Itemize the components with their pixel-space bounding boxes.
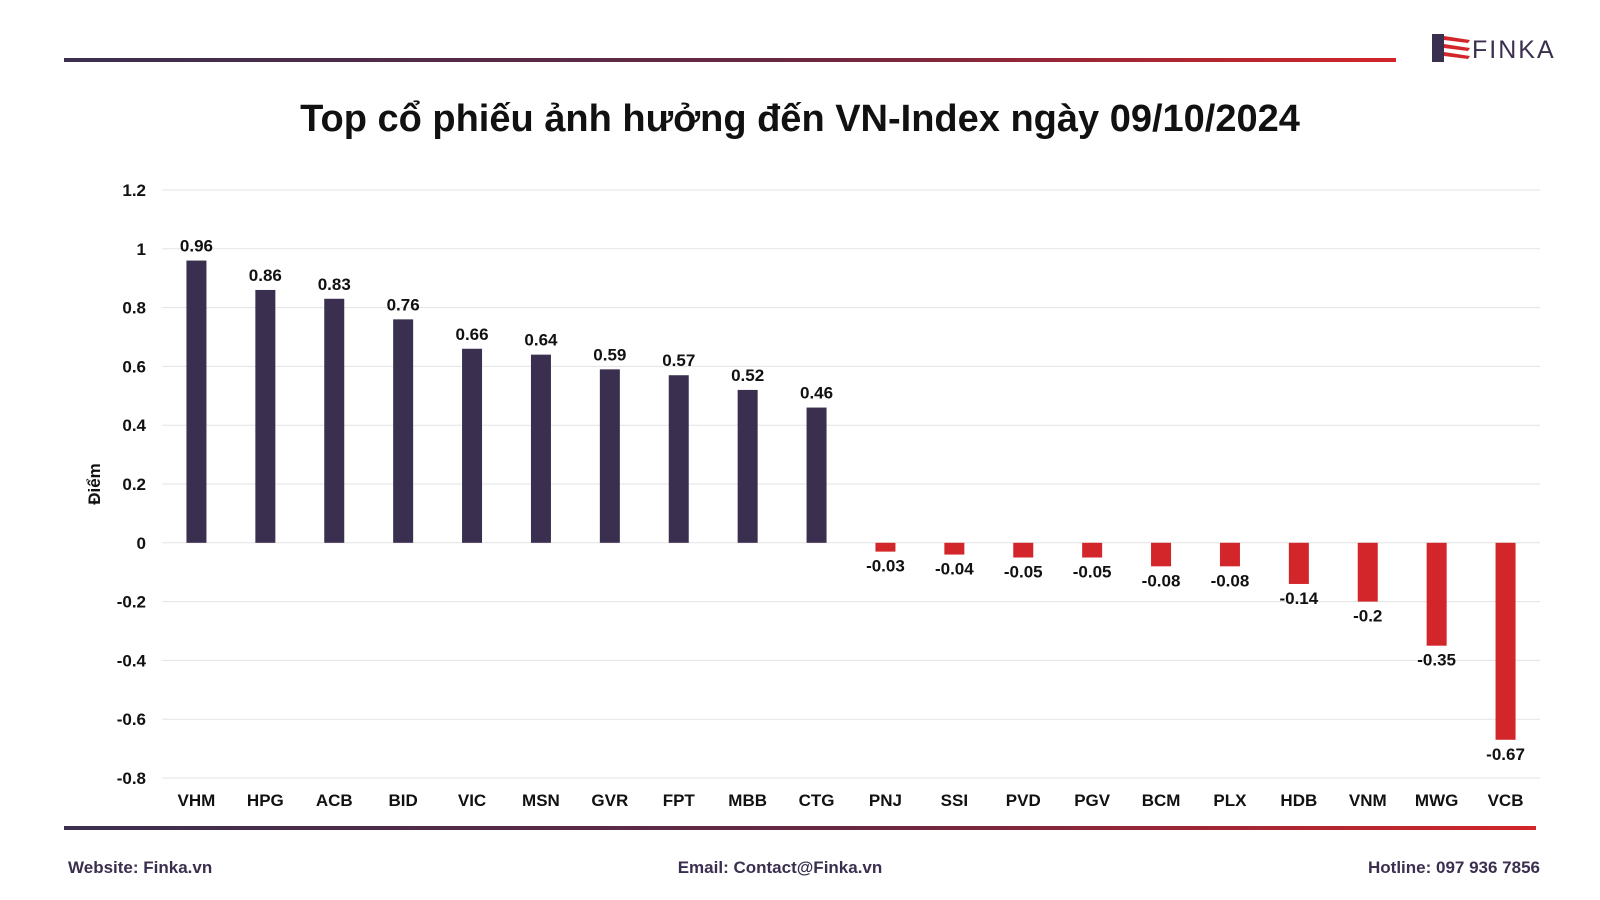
data-label: 0.76 [387, 295, 420, 314]
bar-pnj [875, 542, 896, 552]
x-tick-label: VIC [458, 791, 486, 810]
bar-hdb [1288, 542, 1309, 584]
data-label: 0.64 [524, 331, 558, 350]
x-tick-label: FPT [663, 791, 696, 810]
data-label: 0.59 [593, 345, 626, 364]
footer-hotline: Hotline: 097 936 7856 [1368, 858, 1540, 877]
bar-pgv [1082, 542, 1103, 558]
bar-bcm [1151, 542, 1172, 567]
data-label: -0.35 [1417, 651, 1456, 670]
x-tick-label: SSI [941, 791, 968, 810]
bar-mbb [737, 389, 758, 543]
data-label: 0.52 [731, 366, 764, 385]
finka-logo: FINKA [1432, 32, 1562, 72]
x-tick-label: CTG [799, 791, 835, 810]
data-label: 0.83 [318, 275, 351, 294]
bar-vnm [1357, 542, 1378, 602]
x-tick-label: PVD [1006, 791, 1041, 810]
data-label: -0.08 [1142, 571, 1181, 590]
data-label: -0.14 [1279, 589, 1318, 608]
data-label: 0.66 [456, 325, 489, 344]
data-label: 0.96 [180, 237, 213, 256]
data-label: -0.04 [935, 560, 974, 579]
x-tick-label: HDB [1280, 791, 1317, 810]
bar-gvr [599, 369, 620, 543]
y-tick-label: -0.6 [117, 710, 146, 729]
bar-plx [1219, 542, 1240, 567]
bar-hpg [255, 289, 276, 543]
bar-fpt [668, 375, 689, 543]
bar-ssi [944, 542, 965, 555]
x-tick-label: PNJ [869, 791, 902, 810]
chart-title: Top cổ phiếu ảnh hưởng đến VN-Index ngày… [300, 98, 1300, 140]
x-tick-label: BID [389, 791, 418, 810]
footer-website: Website: Finka.vn [68, 858, 213, 877]
footer-divider [64, 826, 1536, 830]
data-label: -0.05 [1004, 563, 1043, 582]
x-tick-label: VCB [1488, 791, 1524, 810]
x-tick-label: PGV [1074, 791, 1111, 810]
logo-text: FINKA [1472, 36, 1556, 64]
data-label: 0.57 [662, 351, 695, 370]
data-label: -0.08 [1211, 571, 1250, 590]
footer-email: Email: Contact@Finka.vn [677, 858, 883, 877]
data-label: -0.05 [1073, 563, 1112, 582]
x-tick-label: MSN [522, 791, 560, 810]
x-tick-label: MWG [1415, 791, 1458, 810]
bar-bid [393, 319, 414, 543]
y-tick-label: 0.2 [122, 475, 146, 494]
bar-acb [324, 298, 345, 543]
y-tick-label: -0.8 [117, 769, 146, 788]
header-divider [64, 58, 1396, 62]
x-tick-label: GVR [591, 791, 628, 810]
y-axis-label: Điểm [85, 463, 104, 505]
bar-vcb [1495, 542, 1516, 740]
y-tick-label: -0.4 [117, 651, 147, 670]
x-tick-label: PLX [1213, 791, 1247, 810]
data-label: -0.03 [866, 557, 905, 576]
bar-vic [462, 348, 483, 543]
bar-pvd [1013, 542, 1034, 558]
finka-logo-icon [1432, 34, 1470, 62]
data-label: 0.86 [249, 266, 282, 285]
x-tick-label: HPG [247, 791, 284, 810]
y-tick-label: 0.8 [122, 299, 146, 318]
x-tick-label: VNM [1349, 791, 1387, 810]
y-tick-label: 0 [137, 534, 146, 553]
y-tick-label: 1.2 [122, 181, 146, 200]
y-tick-label: 1 [137, 240, 146, 259]
data-label: 0.46 [800, 384, 833, 403]
bar-ctg [806, 407, 827, 543]
x-tick-label: ACB [316, 791, 353, 810]
bar-mwg [1426, 542, 1447, 646]
x-tick-label: MBB [728, 791, 767, 810]
y-tick-label: 0.6 [122, 357, 146, 376]
x-tick-label: BCM [1142, 791, 1181, 810]
y-tick-label: -0.2 [117, 593, 146, 612]
data-label: -0.2 [1353, 607, 1382, 626]
bar-msn [530, 354, 551, 543]
bar-vhm [186, 260, 207, 543]
y-tick-label: 0.4 [122, 416, 146, 435]
data-label: -0.67 [1486, 745, 1525, 764]
x-tick-label: VHM [178, 791, 216, 810]
